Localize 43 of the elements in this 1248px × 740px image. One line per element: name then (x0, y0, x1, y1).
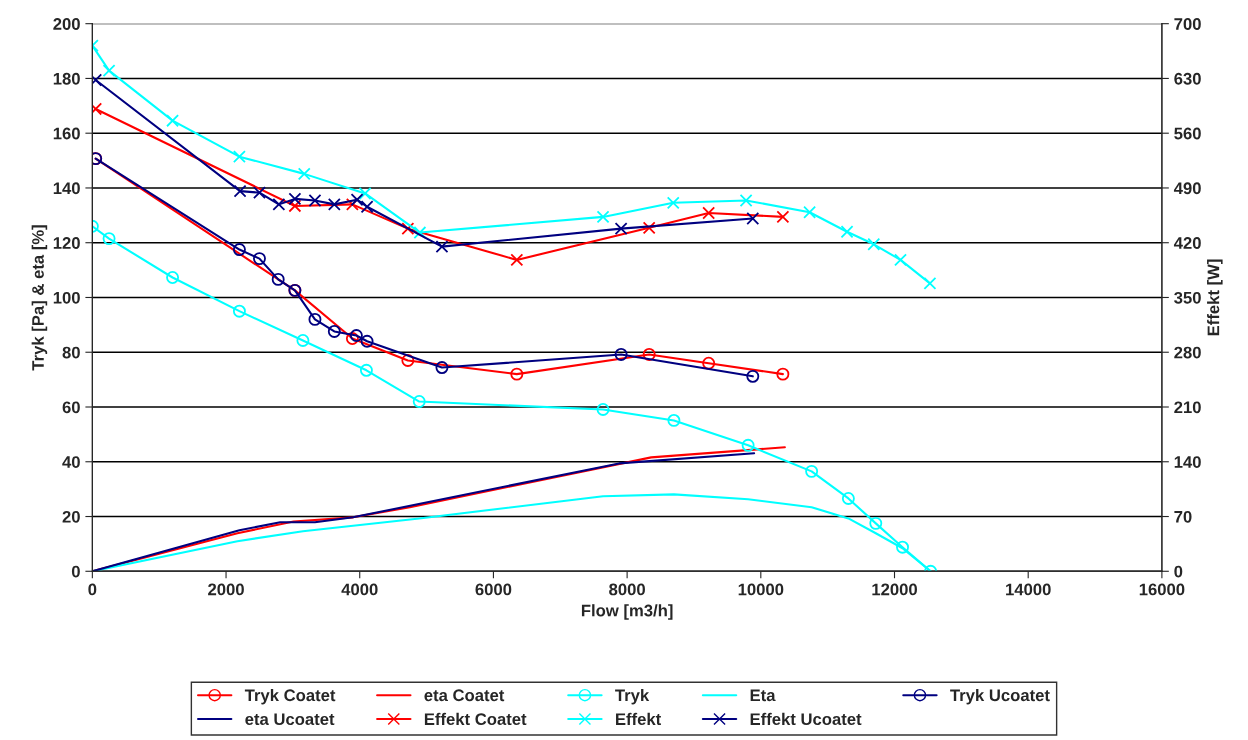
y-tick-label: 200 (53, 18, 80, 30)
y-tick-label: 60 (62, 401, 80, 414)
x-tick-label: 14000 (1006, 583, 1051, 596)
y-tick-label: 100 (53, 291, 80, 304)
y-tick-label: 20 (62, 510, 80, 523)
legend-label: Effekt Ucoatet (750, 712, 862, 726)
y-tick-label: 80 (62, 346, 80, 359)
y2-tick-label: 140 (1174, 456, 1201, 468)
x-tick-label: 8000 (609, 583, 645, 596)
y2-tick-label: 0 (1174, 565, 1183, 578)
y-tick-label: 0 (71, 565, 80, 578)
legend-label: Tryk (615, 688, 650, 705)
y2-tick-label: 280 (1174, 346, 1201, 359)
legend-label: Effekt Coatet (424, 712, 527, 726)
x-tick-label: 0 (88, 583, 97, 596)
x-tick-label: 12000 (872, 583, 917, 596)
legend-label: Tryk Ucoatet (950, 688, 1050, 705)
y-tick-label: 120 (53, 237, 80, 249)
legend-label: eta Coatet (424, 689, 505, 702)
y-tick-label: 140 (53, 182, 80, 195)
y2-tick-label: 560 (1174, 127, 1201, 140)
legend-label: Effekt (616, 712, 662, 726)
y-tick-label: 180 (53, 72, 80, 85)
x-tick-label: 10000 (738, 583, 784, 596)
y2-tick-label: 630 (1174, 72, 1201, 85)
y-tick-label: 40 (62, 456, 80, 468)
y2-tick-label: 350 (1174, 291, 1201, 304)
y-tick-label: 160 (53, 127, 80, 140)
y2-tick-label: 700 (1174, 18, 1201, 30)
legend-label: Tryk Coatet (244, 688, 336, 705)
y2-tick-label: 420 (1173, 237, 1201, 249)
x-tick-label: 16000 (1139, 583, 1185, 596)
y2-tick-label: 70 (1174, 510, 1192, 523)
x-tick-label: 2000 (208, 583, 244, 596)
y2-tick-label: 490 (1173, 182, 1201, 195)
x-tick-label: 6000 (475, 583, 512, 596)
legend-label: eta Ucoatet (245, 713, 335, 726)
legend-label: Eta (750, 689, 776, 702)
y2-axis-title: Effekt [W] (1207, 259, 1223, 336)
y-axis-title: Tryk [Pa] & eta [%] (31, 225, 48, 371)
x-tick-label: 4000 (341, 583, 378, 596)
x-axis-title: Flow [m3/h] (581, 604, 673, 620)
y2-tick-label: 210 (1174, 401, 1201, 414)
